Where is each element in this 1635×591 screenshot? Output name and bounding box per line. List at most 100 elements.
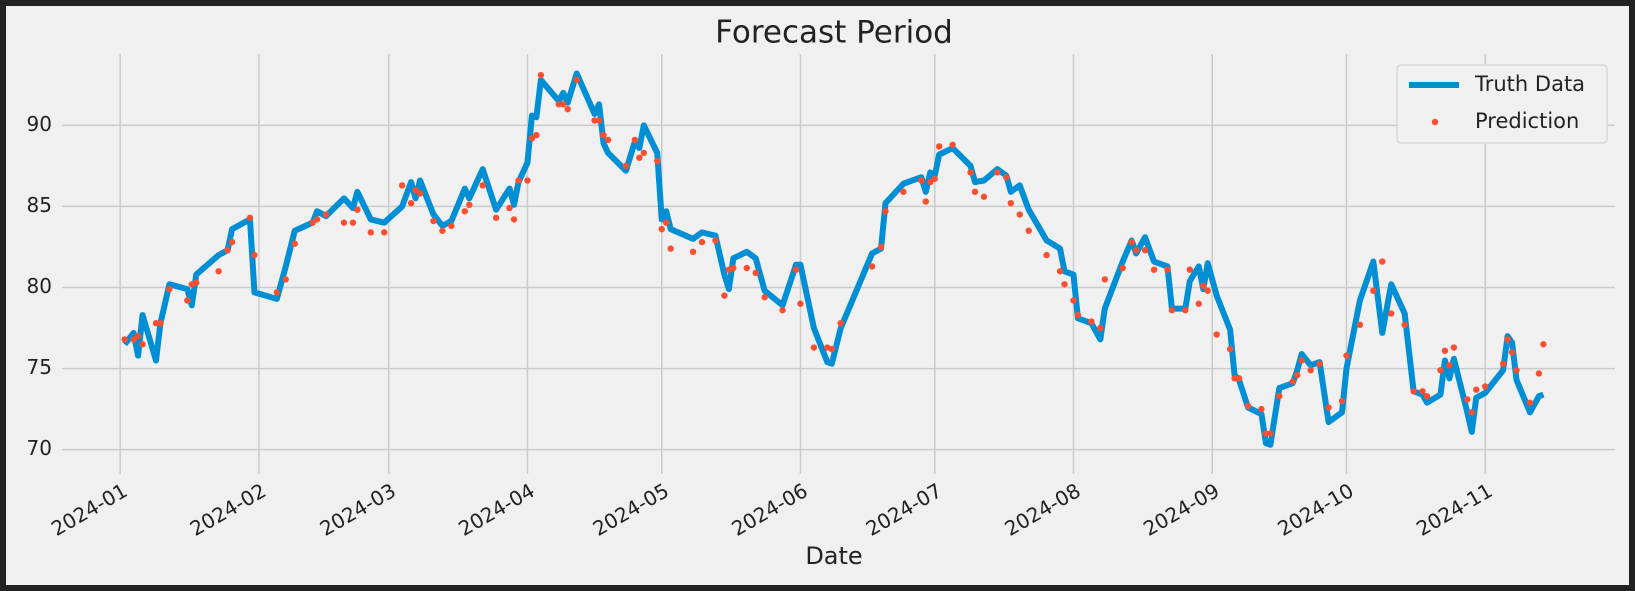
prediction-point bbox=[882, 208, 889, 215]
prediction-point bbox=[1056, 268, 1064, 275]
prediction-point bbox=[877, 243, 885, 251]
prediction-point bbox=[1074, 311, 1082, 319]
prediction-point bbox=[381, 229, 388, 236]
prediction-point bbox=[121, 336, 128, 343]
prediction-point bbox=[980, 193, 988, 200]
prediction-point bbox=[309, 219, 316, 226]
prediction-point bbox=[1195, 300, 1202, 307]
prediction-point bbox=[640, 149, 648, 157]
prediction-point bbox=[130, 336, 137, 343]
prediction-point bbox=[604, 136, 612, 144]
prediction-point bbox=[246, 214, 254, 221]
prediction-point bbox=[591, 117, 598, 124]
prediction-point bbox=[1446, 362, 1453, 369]
prediction-point bbox=[1182, 307, 1189, 314]
prediction-point bbox=[922, 198, 929, 205]
prediction-point bbox=[1276, 392, 1283, 400]
prediction-point bbox=[761, 294, 768, 301]
prediction-point bbox=[273, 289, 281, 296]
prediction-point bbox=[1164, 266, 1171, 273]
prediction-point bbox=[291, 240, 298, 247]
prediction-point bbox=[466, 201, 473, 209]
prediction-point bbox=[994, 169, 1001, 176]
prediction-point bbox=[810, 344, 818, 351]
prediction-point bbox=[152, 319, 160, 327]
prediction-point bbox=[1513, 367, 1520, 374]
prediction-point bbox=[779, 307, 786, 314]
prediction-point bbox=[689, 248, 697, 256]
prediction-point bbox=[1419, 388, 1426, 395]
prediction-point bbox=[1379, 258, 1386, 265]
prediction-point bbox=[528, 135, 536, 142]
prediction-point bbox=[900, 188, 907, 196]
prediction-point bbox=[935, 143, 943, 150]
prediction-point bbox=[560, 101, 567, 108]
prediction-point bbox=[712, 237, 719, 244]
prediction-point bbox=[1294, 371, 1301, 379]
prediction-point bbox=[157, 319, 164, 327]
prediction-point bbox=[797, 300, 804, 307]
legend-label: Prediction bbox=[1475, 109, 1579, 133]
prediction-point bbox=[573, 76, 580, 84]
prediction-point bbox=[1016, 211, 1023, 218]
prediction-point bbox=[184, 297, 191, 304]
prediction-point bbox=[967, 169, 974, 176]
prediction-point bbox=[971, 188, 979, 196]
prediction-point bbox=[654, 157, 661, 165]
legend-label: Truth Data bbox=[1474, 72, 1585, 96]
prediction-point bbox=[752, 269, 759, 277]
prediction-point bbox=[166, 285, 173, 293]
prediction-point bbox=[354, 206, 361, 213]
prediction-point bbox=[439, 227, 446, 234]
prediction-point bbox=[313, 216, 321, 223]
prediction-point bbox=[322, 211, 330, 218]
prediction-point bbox=[1508, 349, 1516, 356]
prediction-point bbox=[1132, 247, 1140, 254]
y-tick-label: 70 bbox=[27, 436, 52, 460]
prediction-point bbox=[1464, 396, 1471, 403]
prediction-point bbox=[448, 222, 455, 230]
prediction-point bbox=[134, 332, 142, 340]
prediction-point bbox=[918, 177, 925, 184]
prediction-point bbox=[730, 264, 737, 272]
prediction-point bbox=[837, 319, 844, 327]
prediction-point bbox=[1343, 352, 1350, 359]
prediction-point bbox=[667, 245, 674, 252]
prediction-point bbox=[927, 178, 934, 186]
prediction-point bbox=[1338, 397, 1346, 405]
prediction-point bbox=[398, 182, 406, 189]
prediction-point bbox=[868, 263, 876, 270]
prediction-point bbox=[631, 136, 639, 144]
prediction-point bbox=[595, 117, 603, 124]
prediction-point bbox=[600, 131, 607, 139]
prediction-point bbox=[1003, 174, 1010, 181]
prediction-point bbox=[792, 266, 800, 273]
prediction-point bbox=[1226, 345, 1234, 353]
prediction-point bbox=[510, 216, 518, 223]
prediction-point bbox=[1119, 264, 1126, 272]
prediction-point bbox=[949, 141, 956, 149]
prediction-point bbox=[1186, 266, 1194, 273]
prediction-point bbox=[349, 219, 357, 226]
prediction-point bbox=[1088, 318, 1095, 325]
y-tick-label: 80 bbox=[27, 274, 52, 298]
prediction-point bbox=[1213, 331, 1220, 338]
prediction-point bbox=[492, 214, 500, 221]
prediction-point bbox=[1097, 324, 1104, 332]
prediction-point bbox=[506, 204, 513, 212]
prediction-point bbox=[1473, 386, 1480, 393]
prediction-point bbox=[1423, 392, 1431, 400]
prediction-point bbox=[1204, 287, 1211, 294]
prediction-point bbox=[367, 229, 375, 236]
prediction-point bbox=[537, 71, 545, 79]
prediction-point bbox=[1499, 360, 1507, 367]
prediction-point bbox=[1267, 430, 1274, 437]
prediction-point bbox=[658, 225, 665, 233]
prediction-point bbox=[1450, 344, 1458, 351]
prediction-point bbox=[1482, 383, 1489, 390]
prediction-point bbox=[828, 345, 835, 353]
prediction-point bbox=[215, 268, 222, 275]
chart-title: Forecast Period bbox=[715, 15, 953, 51]
